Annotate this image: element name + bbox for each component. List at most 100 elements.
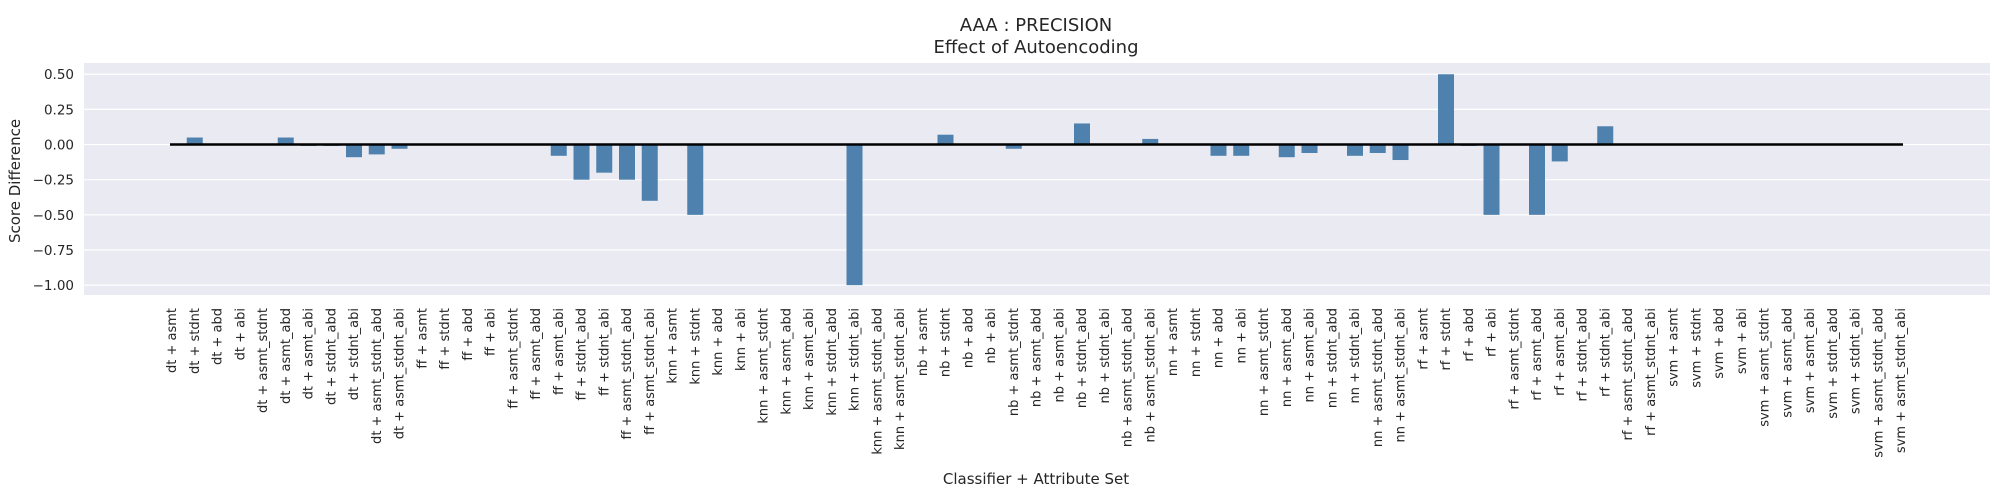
x-tick-label: rf + asmt_stdnt_abi (1644, 308, 1659, 436)
x-tick-label: svm + stdnt_abd (1826, 308, 1841, 419)
x-tick-label: knn + asmt (666, 308, 681, 384)
x-axis-label: Classifier + Attribute Set (943, 470, 1129, 488)
x-tick-label: nb + stdnt_abi (1098, 308, 1113, 403)
bar (1369, 144, 1386, 153)
x-tick-label: knn + stdnt_abd (825, 308, 840, 416)
x-tick-label: dt + stdnt_abd (324, 308, 339, 405)
y-axis-ticks: 0.50 0.25 0.00 −0.25 −0.50 −0.75 −1.00 (33, 67, 74, 294)
bar (1438, 74, 1454, 145)
bar (1347, 144, 1363, 156)
x-tick-label: rf + stdnt_abd (1576, 308, 1591, 402)
bar (1233, 144, 1250, 156)
bar (346, 144, 362, 158)
x-tick-label: nn + abi (1234, 308, 1249, 363)
bar (1278, 144, 1295, 158)
y-tick-label: 0.00 (44, 138, 74, 154)
x-tick-label: nn + stdnt_abi (1348, 308, 1363, 403)
bar (1551, 144, 1568, 162)
y-tick-label: 0.50 (44, 67, 74, 83)
bar (550, 144, 567, 156)
y-tick-label: 0.25 (44, 102, 74, 118)
bar (619, 144, 635, 180)
y-axis-label: Score Difference (6, 119, 24, 243)
bar (1529, 144, 1545, 215)
x-tick-label: svm + abi (1735, 308, 1750, 374)
x-tick-label: svm + asmt_abi (1803, 308, 1818, 413)
x-tick-label: nb + asmt_stdnt_abd (1121, 308, 1136, 447)
x-tick-label: dt + asmt_stdnt_abd (370, 308, 385, 444)
x-tick-label: ff + asmt_stdnt (506, 308, 521, 409)
x-tick-label: nn + asmt_abd (1280, 308, 1295, 407)
x-tick-label: dt + asmt_stdnt (256, 308, 271, 413)
bar (186, 137, 203, 145)
x-tick-label: nb + asmt_abd (1030, 308, 1045, 407)
bar (1005, 144, 1022, 149)
x-tick-label: svm + asmt_stdnt (1758, 308, 1773, 427)
x-tick-label: nb + asmt (916, 308, 931, 376)
x-tick-label: nn + stdnt (1189, 308, 1204, 377)
x-tick-label: rf + asmt_abi (1553, 308, 1568, 396)
bar (391, 144, 408, 149)
x-tick-label: rf + stdnt (1439, 308, 1454, 371)
x-tick-label: knn + asmt_stdnt_abi (893, 308, 908, 450)
bar (1074, 123, 1090, 145)
x-tick-label: nn + asmt_stdnt_abd (1371, 308, 1386, 447)
x-tick-label: dt + abd (211, 308, 226, 365)
y-tick-label: −0.75 (33, 243, 74, 259)
bar (1301, 144, 1318, 153)
x-tick-label: svm + asmt_abd (1780, 308, 1795, 418)
x-tick-label: ff + asmt_stdnt_abd (620, 308, 635, 440)
bars (186, 74, 1614, 286)
plot-area (84, 63, 1990, 295)
x-tick-label: ff + stdnt_abd (575, 308, 590, 401)
x-tick-label: ff + asmt_abi (552, 308, 567, 395)
x-tick-label: ff + stdnt_abi (597, 308, 612, 396)
x-tick-label: ff + asmt_stdnt_abi (643, 308, 658, 435)
y-tick-label: −0.50 (33, 208, 74, 224)
x-tick-label: rf + abi (1485, 308, 1500, 357)
x-tick-label: knn + stdnt_abi (848, 308, 863, 411)
x-tick-label: svm + asmt (1667, 308, 1682, 387)
x-tick-label: knn + stdnt (688, 308, 703, 385)
x-tick-label: dt + stdnt (188, 308, 203, 374)
bar (573, 144, 590, 180)
bar (1142, 138, 1159, 145)
bar (641, 144, 658, 201)
chart-subtitle: Effect of Autoencoding (933, 37, 1138, 58)
bar (596, 144, 613, 173)
x-tick-label: nb + abi (984, 308, 999, 363)
bar (846, 144, 863, 286)
x-tick-label: rf + asmt_abd (1530, 308, 1545, 401)
x-tick-label: nb + asmt_stdnt_abi (1143, 308, 1158, 442)
x-tick-label: knn + asmt_stdnt_abd (870, 308, 885, 455)
chart-title: AAA : PRECISION (960, 15, 1112, 36)
x-tick-label: rf + abd (1462, 308, 1477, 362)
x-tick-label: dt + abi (233, 308, 248, 360)
x-tick-label: ff + stdnt (438, 308, 453, 370)
x-tick-label: ff + asmt (415, 308, 430, 369)
x-tick-label: svm + stdnt (1689, 308, 1704, 388)
x-tick-label: rf + asmt_stdnt_abd (1621, 308, 1636, 441)
x-axis-ticks: dt + asmt dt + stdnt dt + abd dt + abi dt + … (165, 308, 1909, 458)
x-tick-label: nn + stdnt_abd (1325, 308, 1340, 408)
x-tick-label: knn + asmt_abd (779, 308, 794, 415)
x-tick-label: dt + asmt_abd (279, 308, 294, 404)
bar (937, 134, 954, 145)
x-tick-label: ff + abd (461, 308, 476, 361)
x-tick-label: knn + asmt_stdnt (757, 308, 772, 424)
x-tick-label: nn + asmt (1166, 308, 1181, 376)
x-tick-label: nb + stdnt (939, 308, 954, 377)
x-tick-label: nn + asmt_abi (1303, 308, 1318, 402)
x-tick-label: nn + abd (1212, 308, 1227, 368)
x-tick-label: rf + asmt (1416, 308, 1431, 370)
x-tick-label: nn + asmt_stdnt (1257, 308, 1272, 416)
x-tick-label: dt + asmt (165, 308, 180, 373)
x-tick-label: rf + stdnt_abi (1598, 308, 1613, 397)
x-tick-label: svm + abd (1712, 308, 1727, 379)
x-tick-label: nb + asmt_stdnt (1007, 308, 1022, 416)
x-tick-label: dt + asmt_abi (302, 308, 317, 399)
x-tick-label: svm + stdnt_abi (1849, 308, 1864, 414)
x-tick-label: nb + abd (961, 308, 976, 368)
y-tick-label: −0.25 (33, 173, 74, 189)
